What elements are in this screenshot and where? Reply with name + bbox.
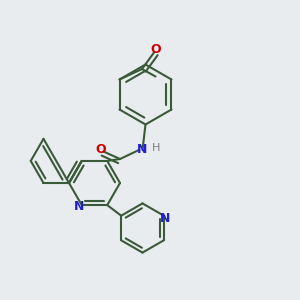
Text: O: O <box>96 142 106 156</box>
Text: N: N <box>74 200 84 213</box>
Text: N: N <box>160 212 170 225</box>
Text: H: H <box>152 143 160 154</box>
Text: N: N <box>137 143 148 157</box>
Text: O: O <box>150 43 161 56</box>
